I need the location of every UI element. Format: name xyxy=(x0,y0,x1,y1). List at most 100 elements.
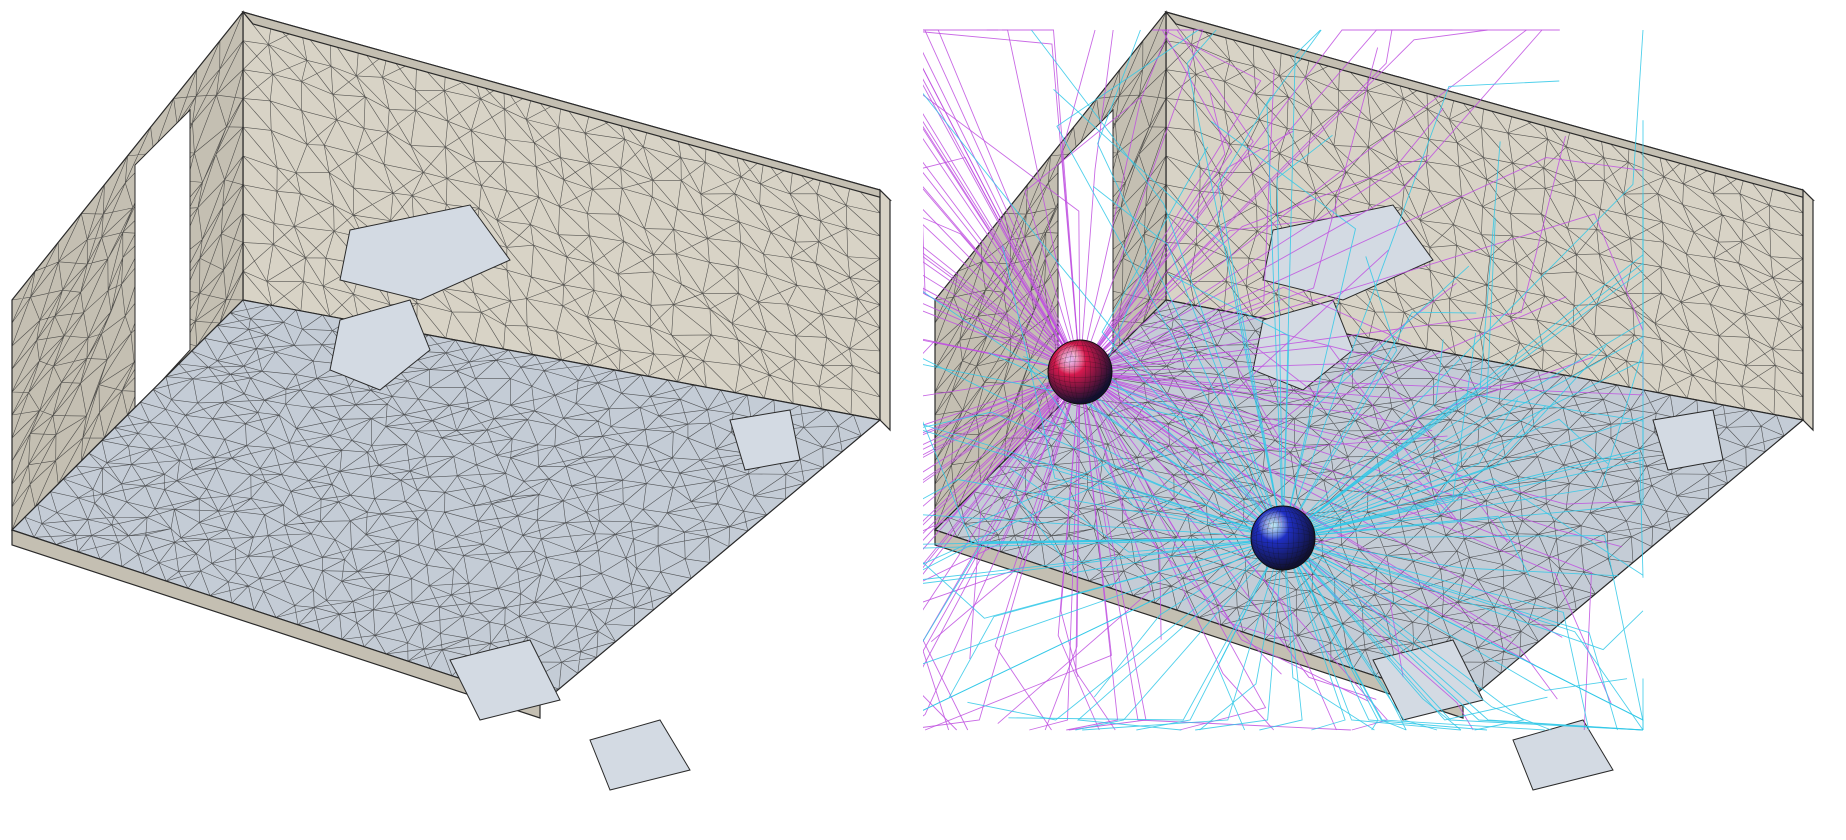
ray-path xyxy=(923,161,1081,373)
ray-path xyxy=(1079,371,1329,494)
ray-path xyxy=(923,92,1284,539)
ray-path xyxy=(1282,193,1644,539)
front-desk-furniture xyxy=(449,639,561,721)
ray-path xyxy=(1079,371,1636,505)
ray-path xyxy=(923,128,1081,373)
ray-path xyxy=(1002,245,1284,539)
ray-path xyxy=(923,371,1081,611)
ray-path xyxy=(923,411,1284,539)
doorway-opening xyxy=(134,108,191,412)
ray-path xyxy=(1079,362,1508,543)
ray-path xyxy=(923,120,1081,373)
ray-path xyxy=(923,274,1081,373)
receiver-sphere xyxy=(1250,505,1316,571)
ray-path xyxy=(1079,371,1560,400)
ray-path xyxy=(923,371,1081,484)
ray-path xyxy=(1282,537,1644,731)
ray-path xyxy=(923,371,1081,731)
ray-path xyxy=(1282,217,1496,539)
ray-path xyxy=(1282,537,1644,651)
ray-path xyxy=(923,371,1081,473)
ray-path xyxy=(923,537,1284,619)
ray-path xyxy=(1259,537,1303,731)
ray-path xyxy=(1079,69,1275,373)
ray-path xyxy=(923,537,1284,580)
ray-path xyxy=(1079,371,1351,731)
ray-path xyxy=(1079,371,1448,456)
room-mesh xyxy=(10,10,893,791)
ray-path xyxy=(1282,29,1644,539)
ray-path xyxy=(923,303,1081,373)
ray-path xyxy=(924,371,1112,731)
ray-path xyxy=(1199,537,1284,731)
ray-path xyxy=(923,371,1081,731)
ray-path xyxy=(1079,29,1114,373)
ray-path xyxy=(923,514,1284,539)
ray-path xyxy=(1210,121,1357,539)
ray-path xyxy=(923,371,1081,532)
ray-path xyxy=(923,217,1081,373)
ray-path xyxy=(923,310,1081,373)
ray-path xyxy=(923,371,1081,668)
ray-path xyxy=(923,94,1081,373)
ray-path xyxy=(923,429,1284,539)
ray-path xyxy=(923,261,1081,373)
ray-path xyxy=(923,222,1081,373)
ray-path xyxy=(1079,29,1233,373)
ray-path xyxy=(923,480,1284,565)
ray-path xyxy=(1079,29,1393,373)
ray-path xyxy=(1282,478,1644,576)
ray-path xyxy=(923,84,1081,373)
ray-path xyxy=(923,371,1081,717)
ray-path xyxy=(923,371,1081,446)
ray-path xyxy=(1079,371,1592,731)
ray-path xyxy=(1122,402,1284,539)
ray-path xyxy=(1186,29,1284,539)
ray-path xyxy=(1079,213,1361,373)
ray-path xyxy=(1282,332,1477,539)
receiver-sphere-ball-wireframe xyxy=(1250,505,1316,571)
ray-path xyxy=(1282,537,1407,731)
ray-path xyxy=(1282,311,1477,539)
ray-path xyxy=(1282,537,1644,730)
ray-path xyxy=(923,67,1081,373)
side-table-furniture xyxy=(1652,409,1724,471)
ray-path xyxy=(1282,537,1488,731)
ray-path xyxy=(967,537,1284,721)
ray-path xyxy=(1079,371,1433,432)
ray-path xyxy=(1079,29,1527,373)
ray-path xyxy=(1282,452,1644,578)
ray-path xyxy=(1061,29,1096,373)
ray-path xyxy=(1282,357,1644,539)
ray-path xyxy=(1008,537,1284,721)
ray-path xyxy=(923,51,1081,373)
ray-path xyxy=(923,364,1284,539)
ray-path xyxy=(1282,537,1628,691)
ray-path xyxy=(1075,537,1284,731)
side-table-furniture xyxy=(729,409,801,471)
ray-path xyxy=(1079,47,1379,373)
ray-path xyxy=(1079,29,1560,373)
ray-path xyxy=(923,371,1081,456)
ray-path xyxy=(1282,535,1644,722)
ray-path xyxy=(1282,537,1461,731)
chair-furniture xyxy=(329,299,431,391)
ray-path xyxy=(923,29,1081,373)
ray-path xyxy=(923,371,1081,535)
ray-path xyxy=(1282,537,1552,731)
ray-path xyxy=(1195,537,1284,731)
ray-paths xyxy=(923,29,1644,731)
ray-path xyxy=(923,208,1081,373)
ray-path xyxy=(1282,80,1560,539)
ray-path xyxy=(1079,371,1612,705)
floor-mesh xyxy=(24,299,881,706)
ray-path xyxy=(1079,154,1430,373)
ray-path xyxy=(923,371,1081,523)
ray-path xyxy=(1068,371,1147,731)
ray-path xyxy=(1282,350,1644,539)
ray-path xyxy=(923,78,1081,373)
ray-path xyxy=(923,291,1284,539)
bed-furniture xyxy=(339,204,511,301)
ray-path xyxy=(923,371,1081,603)
ray-path xyxy=(923,371,1081,653)
